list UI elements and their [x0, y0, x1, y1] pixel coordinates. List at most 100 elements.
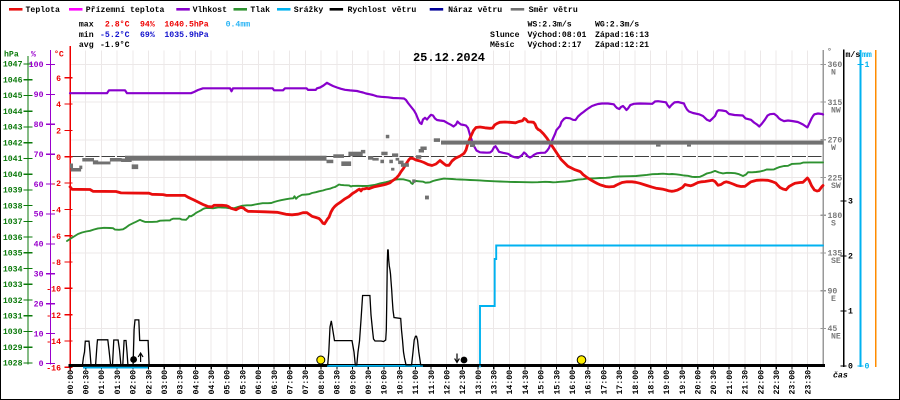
svg-text:1032: 1032 [3, 297, 23, 306]
svg-text:15:00: 15:00 [538, 370, 547, 395]
svg-text:Přízemní teplota: Přízemní teplota [86, 5, 165, 15]
svg-text:°: ° [827, 48, 832, 57]
svg-text:10:30: 10:30 [396, 370, 405, 395]
svg-text:06:30: 06:30 [271, 370, 280, 395]
svg-text:30: 30 [34, 271, 44, 280]
svg-text:14:30: 14:30 [522, 370, 531, 395]
svg-text:Tlak: Tlak [250, 5, 270, 15]
svg-text:05:30: 05:30 [239, 370, 248, 395]
svg-text:Srážky: Srážky [294, 5, 324, 15]
svg-text:2.8°C: 2.8°C [105, 21, 130, 30]
svg-text:%: % [31, 51, 36, 60]
svg-text:02:30: 02:30 [145, 370, 154, 395]
svg-text:SW: SW [831, 182, 841, 191]
svg-text:00:00: 00:00 [67, 370, 76, 395]
svg-text:6: 6 [56, 75, 61, 84]
svg-text:06:00: 06:00 [255, 370, 264, 395]
svg-text:23:00: 23:00 [789, 370, 798, 395]
svg-text:1028: 1028 [3, 360, 23, 369]
svg-text:2: 2 [848, 253, 853, 262]
svg-text:mm: mm [862, 51, 872, 60]
svg-text:17:30: 17:30 [616, 370, 625, 395]
svg-text:12:00: 12:00 [443, 370, 452, 395]
svg-text:-14: -14 [46, 338, 61, 347]
svg-text:17:00: 17:00 [600, 370, 609, 395]
svg-text:1031: 1031 [3, 313, 23, 322]
svg-text:02:00: 02:00 [130, 370, 139, 395]
svg-text:-8: -8 [51, 259, 61, 268]
svg-text:19:30: 19:30 [679, 370, 688, 395]
svg-text:1037: 1037 [3, 218, 23, 227]
svg-text:0: 0 [56, 154, 61, 163]
svg-text:00:30: 00:30 [83, 370, 92, 395]
svg-text:70: 70 [34, 151, 44, 160]
svg-text:-1.9°C: -1.9°C [100, 41, 130, 50]
svg-text:14:00: 14:00 [506, 370, 515, 395]
svg-text:1046: 1046 [3, 76, 23, 85]
svg-text:20:30: 20:30 [710, 370, 719, 395]
svg-text:Teplota: Teplota [26, 5, 60, 15]
svg-text:1041: 1041 [3, 155, 23, 164]
svg-text:1034: 1034 [3, 265, 23, 274]
svg-text:15:30: 15:30 [553, 370, 562, 395]
svg-text:-10: -10 [46, 286, 61, 295]
svg-text:1029: 1029 [3, 344, 23, 353]
svg-text:Západ:12:21: Západ:12:21 [595, 40, 649, 50]
svg-text:100: 100 [29, 61, 44, 70]
svg-text:19:00: 19:00 [663, 370, 672, 395]
svg-text:270: 270 [828, 137, 843, 146]
svg-text:0: 0 [39, 360, 44, 369]
svg-text:1038: 1038 [3, 202, 23, 211]
svg-text:23:30: 23:30 [804, 370, 813, 395]
svg-text:13:30: 13:30 [491, 370, 500, 395]
svg-text:13:00: 13:00 [475, 370, 484, 395]
svg-text:Slunce: Slunce [490, 30, 520, 40]
svg-text:hPa: hPa [4, 50, 19, 60]
svg-text:NE: NE [831, 333, 841, 342]
svg-text:S: S [831, 220, 836, 229]
svg-text:22:00: 22:00 [757, 370, 766, 395]
svg-text:WG:2.3m/s: WG:2.3m/s [595, 20, 639, 30]
svg-text:W: W [831, 144, 836, 153]
svg-text:16:00: 16:00 [569, 370, 578, 395]
svg-text:-16: -16 [46, 365, 61, 374]
svg-text:max: max [79, 21, 94, 30]
svg-text:-5.2°C: -5.2°C [100, 31, 130, 40]
svg-text:°C: °C [54, 51, 64, 60]
svg-text:Náraz větru: Náraz větru [448, 5, 502, 15]
svg-text:07:00: 07:00 [287, 370, 296, 395]
svg-text:18:00: 18:00 [632, 370, 641, 395]
svg-text:08:00: 08:00 [318, 370, 327, 395]
svg-text:94%: 94% [140, 21, 155, 30]
svg-text:10:00: 10:00 [381, 370, 390, 395]
svg-text:1: 1 [865, 61, 870, 70]
svg-text:NW: NW [831, 106, 841, 115]
svg-text:22:30: 22:30 [773, 370, 782, 395]
svg-text:25.12.2024: 25.12.2024 [413, 51, 485, 65]
svg-text:09:00: 09:00 [349, 370, 358, 395]
svg-text:SE: SE [831, 257, 841, 266]
svg-text:80: 80 [34, 121, 44, 130]
svg-text:1039: 1039 [3, 187, 23, 196]
svg-text:50: 50 [34, 211, 44, 220]
svg-text:04:30: 04:30 [208, 370, 217, 395]
svg-text:1045: 1045 [3, 92, 23, 101]
svg-text:4: 4 [56, 101, 61, 110]
svg-text:225: 225 [828, 174, 843, 183]
svg-text:m/s: m/s [846, 50, 861, 60]
svg-text:09:30: 09:30 [365, 370, 374, 395]
svg-text:WS:2.3m/s: WS:2.3m/s [528, 20, 572, 30]
svg-text:0: 0 [865, 363, 870, 372]
svg-text:11:00: 11:00 [412, 370, 421, 395]
svg-text:-12: -12 [46, 312, 61, 321]
svg-text:1035.9hPa: 1035.9hPa [164, 30, 208, 40]
svg-text:Měsíc: Měsíc [490, 40, 515, 50]
svg-text:-6: -6 [51, 233, 61, 242]
svg-text:Směr větru: Směr větru [529, 5, 578, 15]
svg-text:40: 40 [34, 241, 44, 250]
svg-text:21:30: 21:30 [742, 370, 751, 395]
svg-text:1047: 1047 [3, 61, 23, 70]
svg-text:07:30: 07:30 [302, 370, 311, 395]
svg-text:05:00: 05:00 [224, 370, 233, 395]
svg-text:Východ:08:01: Východ:08:01 [528, 30, 587, 40]
